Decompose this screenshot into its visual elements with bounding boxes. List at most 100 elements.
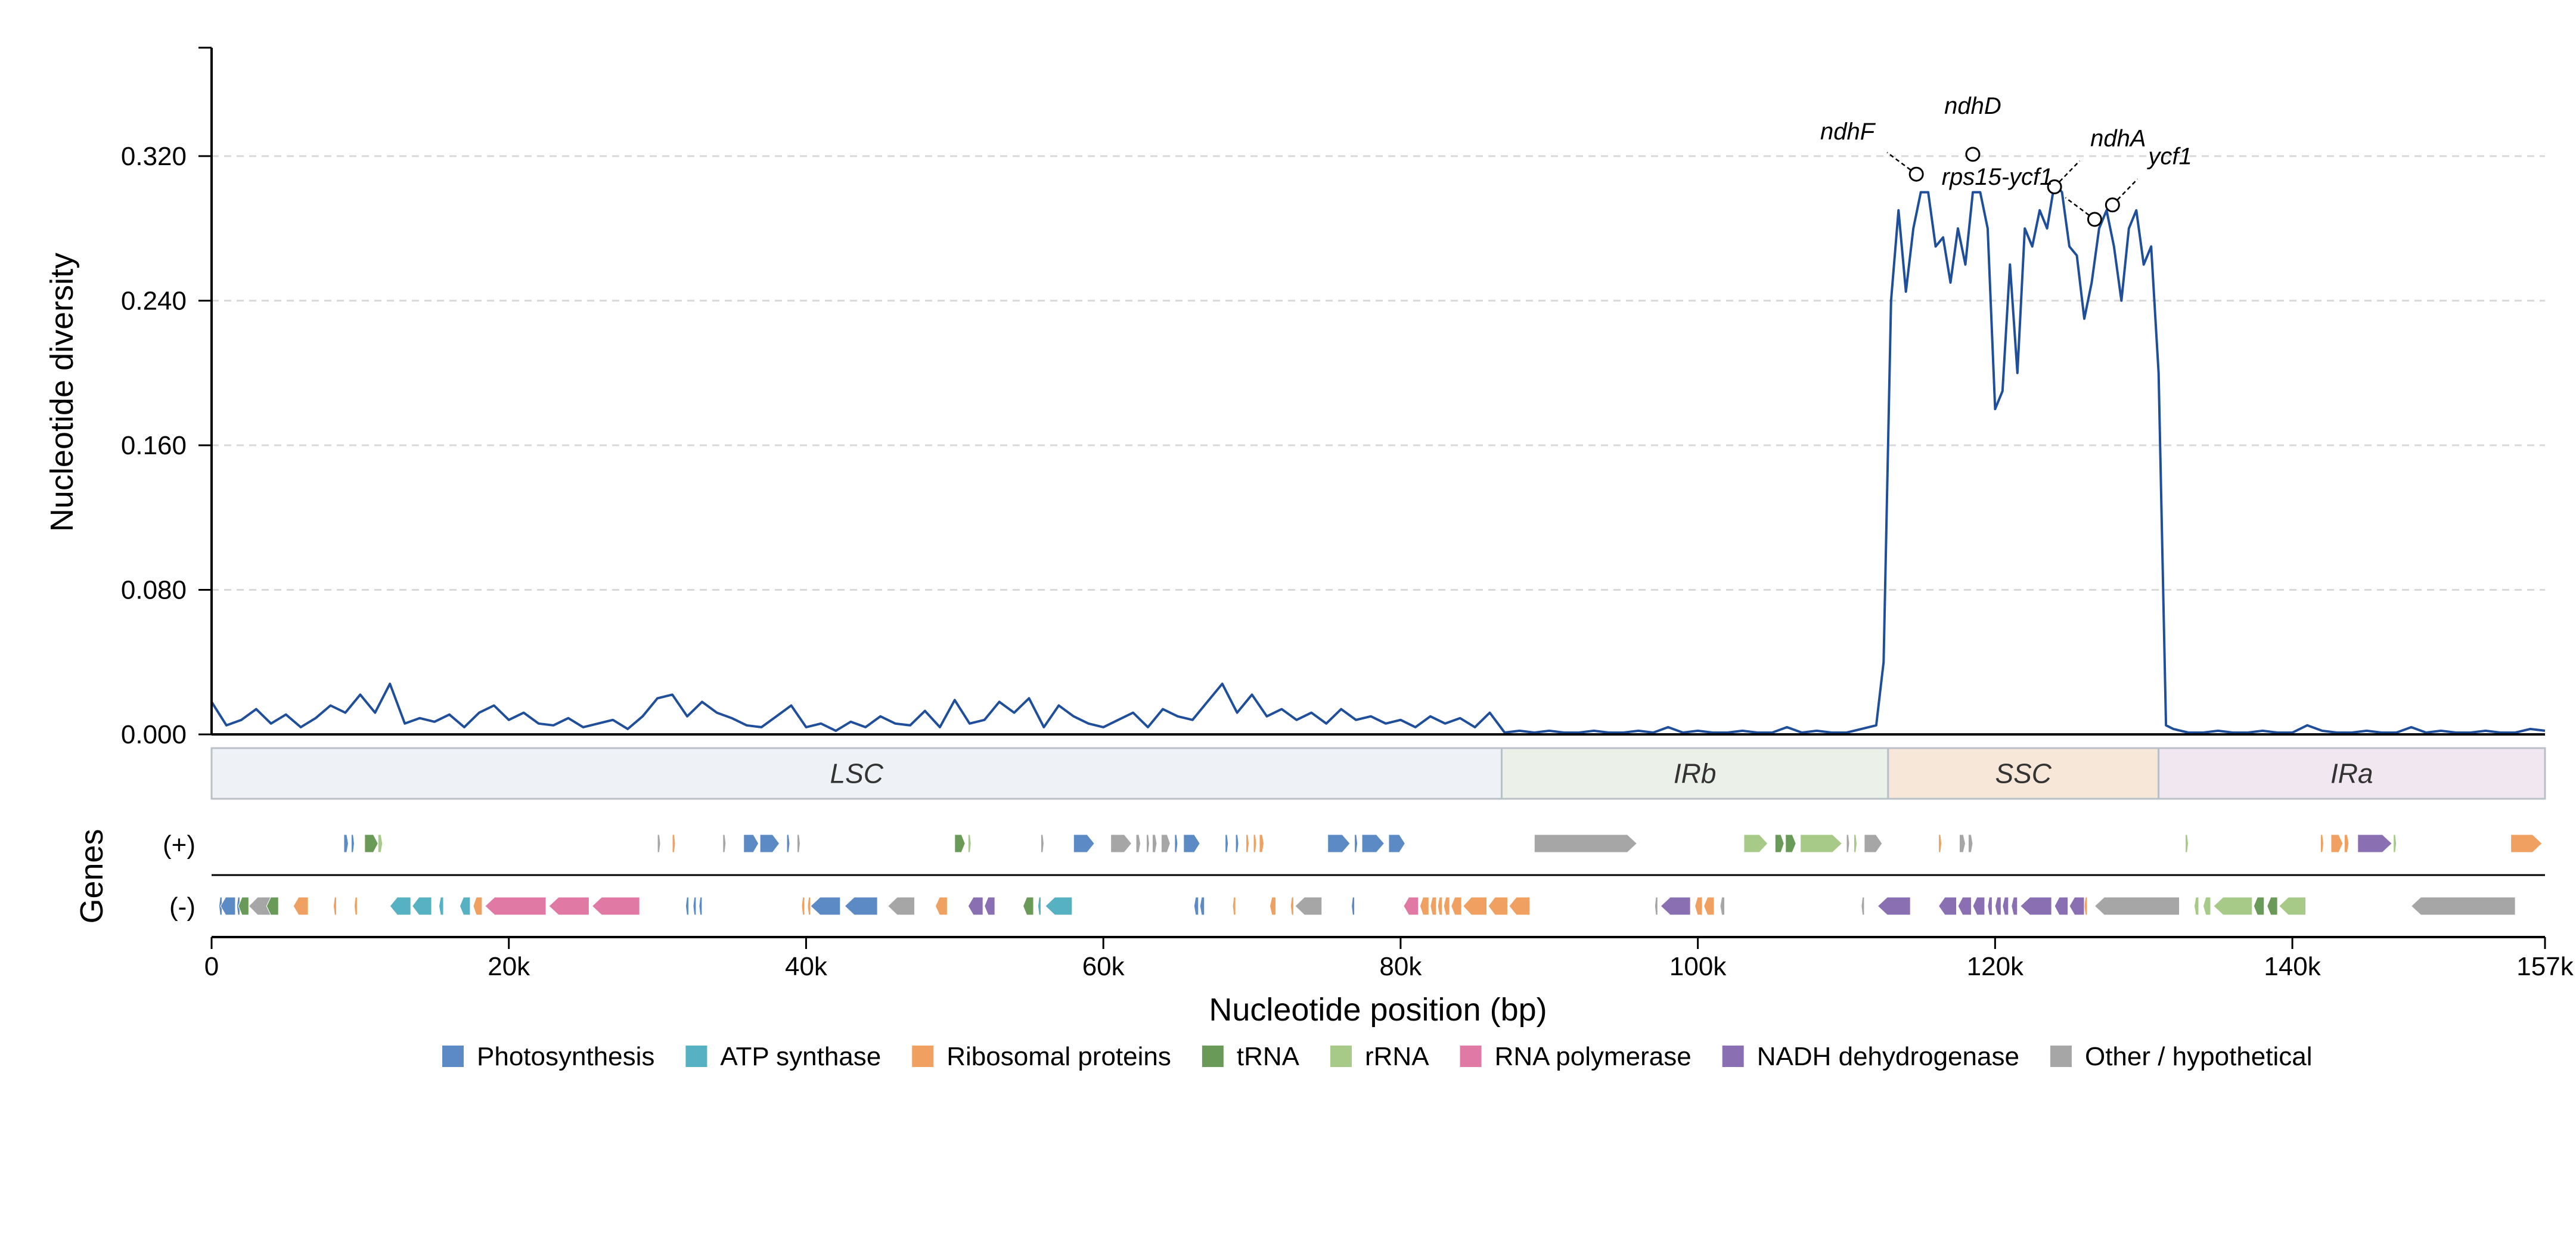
legend-label-rrna: rRNA [1365,1042,1429,1071]
gene-arrow-ribo [1938,834,1942,853]
gene-arrow-ribo [1509,897,1531,916]
genes-track-title: Genes [74,829,110,923]
gene-arrow-ps [1388,834,1405,853]
gene-arrow-ribo [2344,834,2350,853]
gene-arrow-rrna [967,834,972,853]
gene-arrow-ndh [984,897,995,916]
gene-arrow-ndh [1877,897,1911,916]
gene-arrow-rrna [2185,834,2189,853]
gene-arrow-other [1135,834,1141,853]
gene-arrow-ndh [2020,897,2052,916]
y-tick-label: 0.240 [121,286,187,315]
gene-arrow-ribo [2084,897,2088,916]
gene-arrow-ribo [1488,897,1508,916]
gene-arrow-ndh [1938,897,1957,916]
gene-arrow-other [1720,897,1725,916]
y-axis-title: Nucleotide diversity [44,253,80,532]
legend: Photosynthesis ATP synthase Ribosomal prot… [442,1042,2313,1071]
gene-arrow-ndh [2011,897,2018,916]
gene-arrow-other [2094,897,2180,916]
gene-arrow-ndh [1994,897,2001,916]
gene-arrow-ribo [807,897,811,916]
gene-arrow-ribo [935,897,948,916]
gene-arrow-ribo [1246,834,1250,853]
gene-arrow-trna [2253,897,2265,916]
diversity-line [210,182,2546,734]
legend-swatch-rrna [1330,1046,1352,1067]
gene-arrow-ribo [1253,834,1257,853]
gene-arrow-atp [1045,897,1073,916]
peak-leader-line [1886,151,1917,175]
gene-arrow-ribo [2320,834,2324,853]
gene-arrow-ndh [2054,897,2069,916]
gene-arrow-ribo [333,897,337,916]
gene-arrow-ps [810,897,841,916]
gene-arrow-rrna [377,834,383,853]
gene-arrow-ndh [1987,897,1992,916]
gene-arrows [218,834,2543,916]
gene-arrow-other [2410,897,2516,916]
legend-swatch-atp [685,1046,707,1067]
gene-arrow-ps [786,834,790,853]
gene-arrow-rnap [548,897,589,916]
gene-arrow-other [1959,834,1966,853]
x-tick-label: 80k [1379,952,1422,981]
gene-arrow-ribo [1290,897,1294,916]
gene-arrow-atp [1037,897,1041,916]
peak-annotations: ndhF ndhD ndhA rps15-ycf1 ycf1 [1820,93,2192,227]
minus-strand-label: (-) [169,892,195,922]
gene-arrow-ndh [967,897,983,916]
y-tick-labels: 0.000 0.080 0.160 0.240 0.320 [121,142,187,749]
gene-arrow-ps [1174,834,1178,853]
gene-arrow-atp [459,897,471,916]
legend-label-ndh: NADH dehydrogenase [1757,1042,2019,1071]
gene-arrow-rrna [1800,834,1843,853]
legend-swatch-ribo [912,1046,934,1067]
gene-arrow-ribo [1462,897,1488,916]
peak-marker [2105,197,2120,213]
legend-label-ps: Photosynthesis [477,1042,654,1071]
gene-arrow-other [1040,834,1044,853]
peak-label: rps15-ycf1 [1942,164,2053,190]
gene-arrow-trna [954,834,966,853]
gene-arrow-atp [389,897,411,916]
gene-arrow-ps [1193,897,1199,916]
gene-arrow-rrna [1743,834,1768,853]
region-box [210,747,1503,800]
gene-arrow-atp [439,897,444,916]
legend-swatch-ndh [1722,1046,1744,1067]
legend-swatch-rnap [1460,1046,1482,1067]
gene-arrow-rrna [2278,897,2307,916]
region-box [1500,747,1889,800]
region-label: LSC [830,758,883,789]
gene-arrow-ribo [473,897,483,916]
gene-arrow-ps [759,834,780,853]
x-tick-label: 140k [2264,952,2321,981]
legend-swatch-ps [442,1046,464,1067]
gene-arrow-rrna [1853,834,1857,853]
legend-swatch-other [2050,1046,2072,1067]
gene-arrow-rnap [591,897,640,916]
gene-arrow-other [1146,834,1150,853]
x-tick-label: 157k [2516,952,2574,981]
y-tick-label: 0.000 [121,720,187,749]
x-axis-title: Nucleotide position (bp) [1209,992,1547,1028]
peak-marker [2047,179,2062,194]
peak-leader-line [2054,160,2081,188]
gene-arrow-rnap [1403,897,1419,916]
diversity-line-plot [210,182,2546,734]
gene-arrow-rrna [2213,897,2253,916]
region-label: SSC [1995,758,2052,789]
legend-swatch-trna [1202,1046,1224,1067]
x-tick-label: 0 [204,952,219,981]
region-label: IRb [1674,758,1717,789]
x-tick-label: 40k [785,952,828,981]
gene-arrow-other [1295,897,1323,916]
gene-arrow-ps [693,897,697,916]
gene-arrow-ribo [1430,897,1437,916]
gene-arrow-ribo [1259,834,1264,853]
gene-arrow-ndh [2002,897,2009,916]
gene-arrow-ribo [1694,897,1703,916]
peak-label: ycf1 [2146,144,2192,170]
region-label: IRa [2330,758,2373,789]
